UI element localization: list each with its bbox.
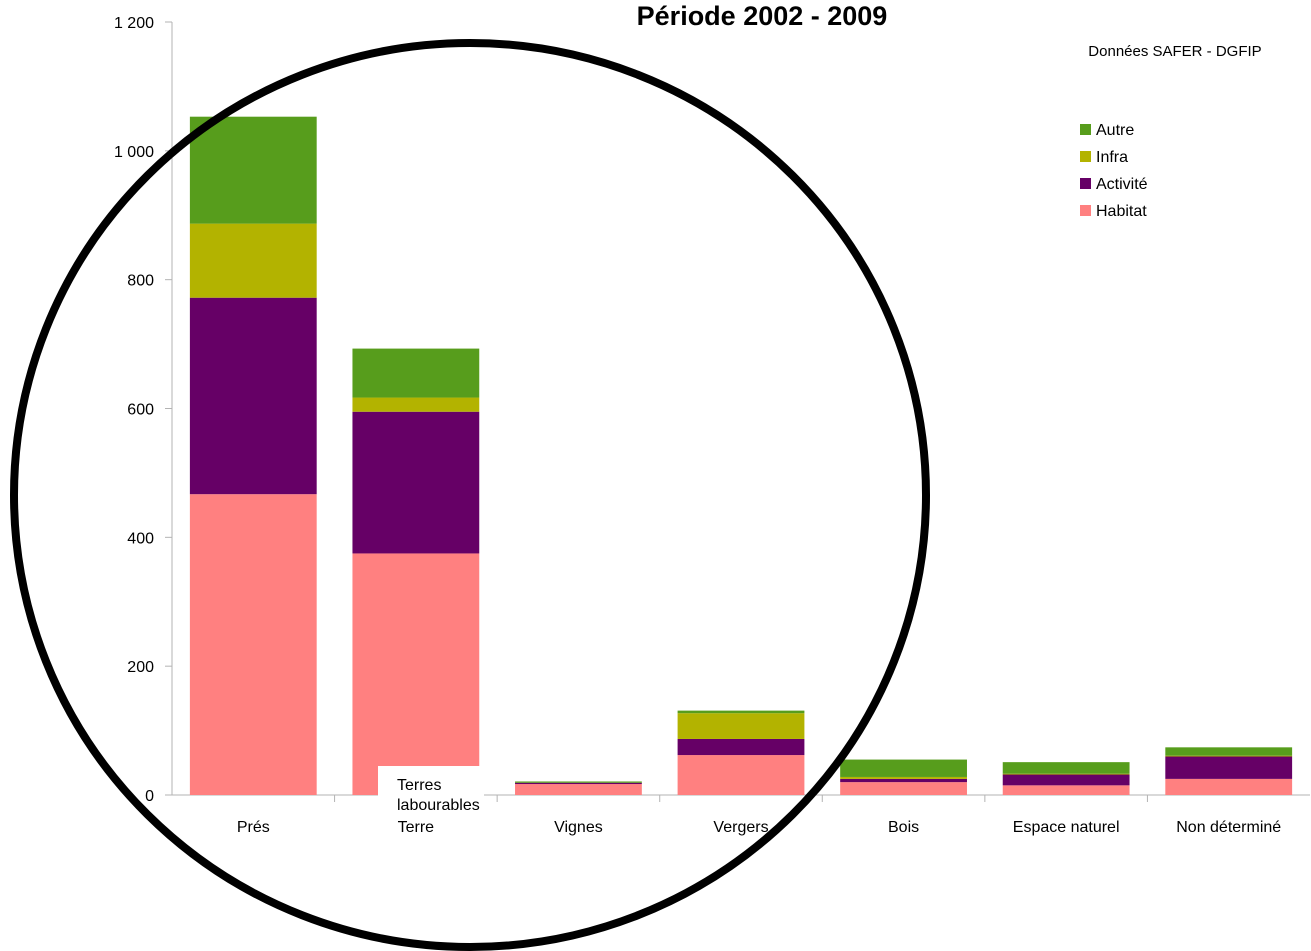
bar-segment xyxy=(515,784,642,795)
legend-swatch xyxy=(1080,178,1091,189)
legend-swatch xyxy=(1080,151,1091,162)
bar-segment xyxy=(840,759,967,777)
bars xyxy=(189,116,1293,795)
bar-segment xyxy=(840,776,967,779)
bar-segment xyxy=(1165,778,1293,795)
annotation-box: Terres labourables xyxy=(378,766,484,818)
bar-segment xyxy=(515,782,642,785)
bar-segment xyxy=(1002,762,1130,774)
bar-segment xyxy=(677,755,805,795)
x-category-label: Non déterminé xyxy=(1176,819,1281,836)
bar-segment xyxy=(352,553,480,795)
x-category-label: Vergers xyxy=(713,819,768,836)
bar-segment xyxy=(1002,785,1130,795)
legend-swatch xyxy=(1080,124,1091,135)
y-tick-label: 200 xyxy=(127,659,154,676)
y-tick-label: 600 xyxy=(127,402,154,419)
highlight-circle xyxy=(10,39,930,951)
x-category-label: Vignes xyxy=(554,819,603,836)
chart-title: Période 2002 - 2009 xyxy=(637,1,888,31)
bar-segment xyxy=(840,782,967,795)
x-category-label: Bois xyxy=(888,819,919,836)
bar-segment xyxy=(515,781,642,783)
x-category-label: Terre xyxy=(398,819,435,836)
legend-swatch xyxy=(1080,205,1091,216)
bar-segment xyxy=(352,348,480,398)
legend-label: Autre xyxy=(1096,122,1134,139)
bar-segment xyxy=(840,778,967,783)
bar-segment xyxy=(677,738,805,756)
bar-segment xyxy=(352,397,480,412)
y-tick-label: 1 200 xyxy=(114,15,154,32)
legend-label: Infra xyxy=(1096,149,1128,166)
annotation-line-1: Terres xyxy=(397,777,442,794)
bar-segment xyxy=(189,494,317,795)
bar-segment xyxy=(189,116,317,224)
source-note: Données SAFER - DGFIP xyxy=(1088,43,1261,60)
y-tick-label: 800 xyxy=(127,273,154,290)
bar-segment xyxy=(677,710,805,714)
bar-segment xyxy=(1165,756,1293,779)
bar-segment xyxy=(677,713,805,739)
y-tick-label: 0 xyxy=(145,788,154,805)
legend: Autre Infra Activité Habitat xyxy=(1080,122,1148,220)
bar-segment xyxy=(1002,774,1130,786)
legend-label: Habitat xyxy=(1096,203,1147,220)
y-tick-label: 1 000 xyxy=(114,144,154,161)
bar-segment xyxy=(1002,773,1130,775)
bar-segment xyxy=(1165,747,1293,756)
annotation-line-2: labourables xyxy=(397,797,480,814)
legend-label: Activité xyxy=(1096,176,1148,193)
x-category-label: Prés xyxy=(237,819,270,836)
bar-segment xyxy=(189,297,317,495)
category-labels: Prés Terre Vignes Vergers Bois Espace naturel… xyxy=(237,819,1281,836)
x-category-label: Espace naturel xyxy=(1013,819,1120,836)
bar-segment xyxy=(352,411,480,554)
y-tick-label: 400 xyxy=(127,530,154,547)
bar-segment xyxy=(1165,755,1293,757)
annotation-text: Terres labourables xyxy=(397,776,480,816)
bar-segment xyxy=(189,223,317,298)
